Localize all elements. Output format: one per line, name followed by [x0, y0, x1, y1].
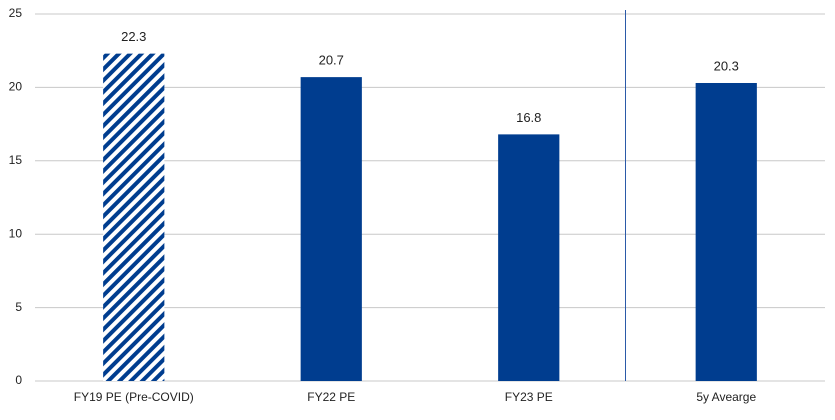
y-tick-label: 0 — [15, 373, 22, 387]
bar — [103, 53, 165, 382]
value-label: 16.8 — [516, 110, 541, 125]
x-tick-label: 5y Avearge — [696, 390, 756, 404]
bar — [498, 134, 560, 381]
x-tick-label: FY23 PE — [505, 390, 553, 404]
bar — [300, 77, 362, 382]
y-tick-label: 20 — [9, 80, 23, 94]
value-label: 20.7 — [319, 53, 344, 68]
x-tick-label: FY22 PE — [307, 390, 355, 404]
value-label: 20.3 — [714, 58, 739, 73]
bar — [695, 82, 757, 381]
y-tick-label: 25 — [9, 6, 23, 20]
value-label: 22.3 — [121, 29, 146, 44]
y-tick-label: 5 — [15, 300, 22, 314]
y-tick-label: 10 — [9, 226, 23, 240]
y-tick-label: 15 — [9, 153, 23, 167]
x-tick-label: FY19 PE (Pre-COVID) — [74, 390, 194, 404]
